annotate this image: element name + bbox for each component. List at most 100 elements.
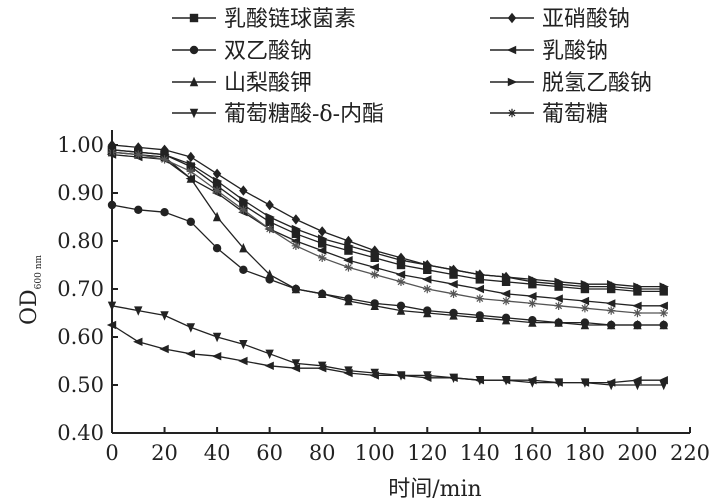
legend-marker (507, 12, 517, 24)
data-point (659, 319, 668, 330)
data-point (186, 160, 197, 169)
data-point (160, 311, 169, 321)
legend-item: 葡萄糖酸-δ-内酯 (172, 102, 384, 127)
legend-marker (189, 76, 199, 87)
axes (111, 130, 690, 434)
data-point (475, 294, 485, 303)
series-line (111, 149, 664, 293)
data-point (396, 305, 406, 315)
data-point (475, 312, 485, 322)
data-point (370, 248, 380, 258)
data-point (265, 269, 274, 279)
data-point (212, 244, 222, 253)
y-axis-title-main: OD (17, 289, 42, 325)
data-point (291, 359, 301, 369)
data-point (527, 292, 537, 301)
data-point (239, 340, 248, 350)
x-axis-title: 时间/min (388, 477, 481, 502)
y-axis-title: OD600 nm (17, 255, 44, 326)
data-point (239, 243, 248, 253)
data-point (659, 282, 669, 291)
data-point (290, 236, 301, 246)
data-point (528, 317, 537, 327)
series-6 (107, 145, 669, 291)
data-point (212, 168, 222, 179)
data-point (264, 361, 274, 370)
data-point (423, 260, 433, 270)
data-point (474, 376, 485, 385)
data-point (212, 211, 222, 222)
data-point (528, 299, 537, 308)
data-point (527, 376, 537, 385)
data-point (633, 282, 643, 291)
y-tick-label: 0.40 (57, 421, 104, 445)
x-tick-label: 60 (256, 441, 283, 465)
svg-text:OD600 nm: OD600 nm (17, 255, 44, 326)
series-8 (107, 148, 668, 318)
data-point (395, 270, 406, 279)
data-point (265, 349, 274, 359)
legend-marker (189, 108, 199, 119)
data-point (239, 200, 248, 210)
x-tick-label: 40 (204, 441, 231, 465)
legend-marker (189, 13, 199, 23)
data-point (343, 368, 353, 378)
data-point (474, 284, 485, 294)
data-point (423, 284, 432, 294)
data-point (606, 281, 616, 292)
data-point (396, 260, 406, 270)
data-point (580, 304, 590, 313)
data-point (449, 289, 458, 298)
series-line (111, 153, 664, 307)
data-point (186, 151, 196, 163)
data-point (159, 344, 169, 354)
data-point (238, 356, 248, 366)
data-point (395, 371, 406, 380)
y-tick-label: 1.00 (57, 133, 104, 157)
data-point (605, 299, 616, 308)
data-point (423, 307, 432, 318)
data-point (160, 155, 169, 164)
data-point (317, 253, 327, 262)
y-tick-label: 0.50 (57, 373, 104, 397)
data-point (317, 288, 327, 298)
data-point (186, 167, 196, 176)
data-point (501, 315, 511, 325)
y-tick-label: 0.80 (57, 229, 104, 253)
series-line (111, 151, 664, 314)
y-tick-label: 0.90 (57, 181, 104, 205)
x-tick-label: 160 (512, 441, 552, 465)
data-point (344, 241, 354, 250)
x-tick-label: 200 (617, 441, 657, 465)
data-point (291, 214, 301, 225)
data-point (265, 224, 274, 234)
series-line (111, 144, 664, 290)
legend-item: 葡萄糖 (490, 102, 608, 127)
legend-item: 亚硝酸钠 (490, 7, 630, 32)
data-point (370, 253, 379, 262)
data-point (554, 277, 564, 286)
data-point (449, 310, 458, 320)
data-point (343, 256, 353, 265)
legend-marker (507, 108, 517, 118)
data-point (553, 378, 563, 387)
data-point (579, 296, 590, 306)
data-point (265, 199, 274, 211)
data-point (554, 317, 563, 327)
data-point (134, 306, 143, 316)
data-point (369, 371, 379, 380)
legend-item: 脱氢乙酸钠 (490, 71, 652, 96)
series-line (111, 204, 664, 326)
series-7 (107, 301, 668, 391)
data-point (212, 186, 222, 195)
data-point (291, 229, 301, 238)
data-point (632, 376, 642, 385)
data-point (317, 239, 327, 248)
data-point (291, 241, 301, 250)
data-point (501, 296, 511, 306)
data-point (606, 319, 616, 330)
data-point (134, 205, 143, 214)
data-point (422, 373, 432, 382)
data-point (344, 246, 353, 255)
